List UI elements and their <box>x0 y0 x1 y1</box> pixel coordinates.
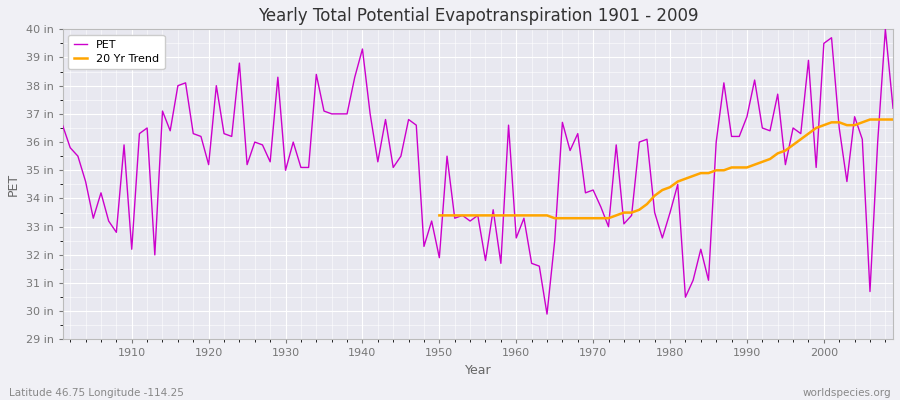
20 Yr Trend <box>572 216 583 221</box>
PET <box>611 142 622 147</box>
20 Yr Trend <box>887 117 898 122</box>
PET <box>57 123 68 128</box>
20 Yr Trend <box>588 216 598 221</box>
20 Yr Trend <box>596 216 607 221</box>
Legend: PET, 20 Yr Trend: PET, 20 Yr Trend <box>68 35 165 70</box>
20 Yr Trend <box>549 216 560 221</box>
PET <box>542 312 553 316</box>
PET <box>288 140 299 144</box>
Line: 20 Yr Trend: 20 Yr Trend <box>439 120 893 218</box>
PET <box>511 236 522 240</box>
PET <box>880 27 891 32</box>
PET <box>334 112 345 116</box>
Y-axis label: PET: PET <box>7 173 20 196</box>
20 Yr Trend <box>865 117 876 122</box>
Line: PET: PET <box>62 29 893 314</box>
Title: Yearly Total Potential Evapotranspiration 1901 - 2009: Yearly Total Potential Evapotranspiratio… <box>257 7 698 25</box>
20 Yr Trend <box>557 216 568 221</box>
Text: worldspecies.org: worldspecies.org <box>803 388 891 398</box>
X-axis label: Year: Year <box>464 364 491 377</box>
PET <box>119 142 130 147</box>
20 Yr Trend <box>434 213 445 218</box>
20 Yr Trend <box>726 165 737 170</box>
PET <box>887 106 898 111</box>
20 Yr Trend <box>511 213 522 218</box>
Text: Latitude 46.75 Longitude -114.25: Latitude 46.75 Longitude -114.25 <box>9 388 184 398</box>
PET <box>503 123 514 128</box>
